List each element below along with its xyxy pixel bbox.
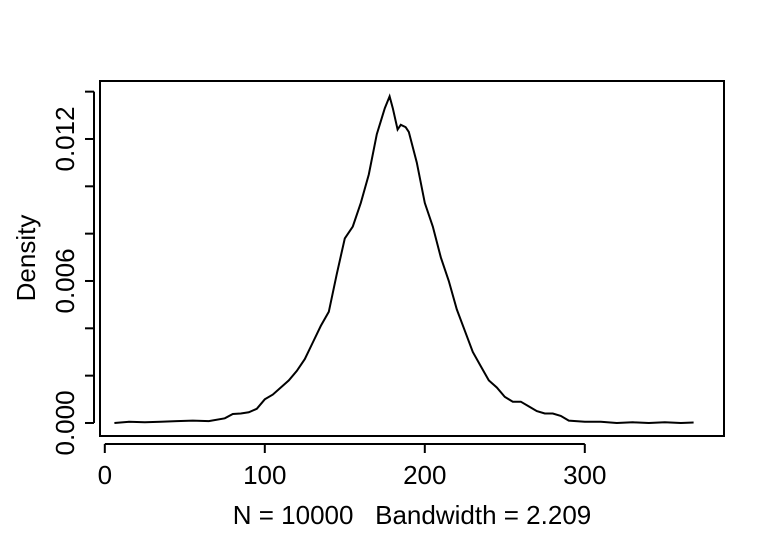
y-tick-label: 0.006 bbox=[50, 248, 80, 313]
x-axis: 0 100 200 300 bbox=[98, 443, 606, 490]
x-tick-label: 100 bbox=[243, 460, 286, 490]
x-tick-label: 300 bbox=[563, 460, 606, 490]
density-curve bbox=[114, 93, 694, 425]
y-axis-title: Density bbox=[11, 215, 41, 302]
x-axis-title: N = 10000 Bandwidth = 2.209 bbox=[233, 500, 592, 530]
x-tick-label: 0 bbox=[98, 460, 112, 490]
y-tick-label: 0.000 bbox=[50, 390, 80, 455]
x-tick-label: 200 bbox=[403, 460, 446, 490]
y-axis: 0.000 0.006 0.012 bbox=[50, 90, 95, 456]
y-tick-label: 0.012 bbox=[50, 106, 80, 171]
plot-frame bbox=[99, 80, 725, 437]
